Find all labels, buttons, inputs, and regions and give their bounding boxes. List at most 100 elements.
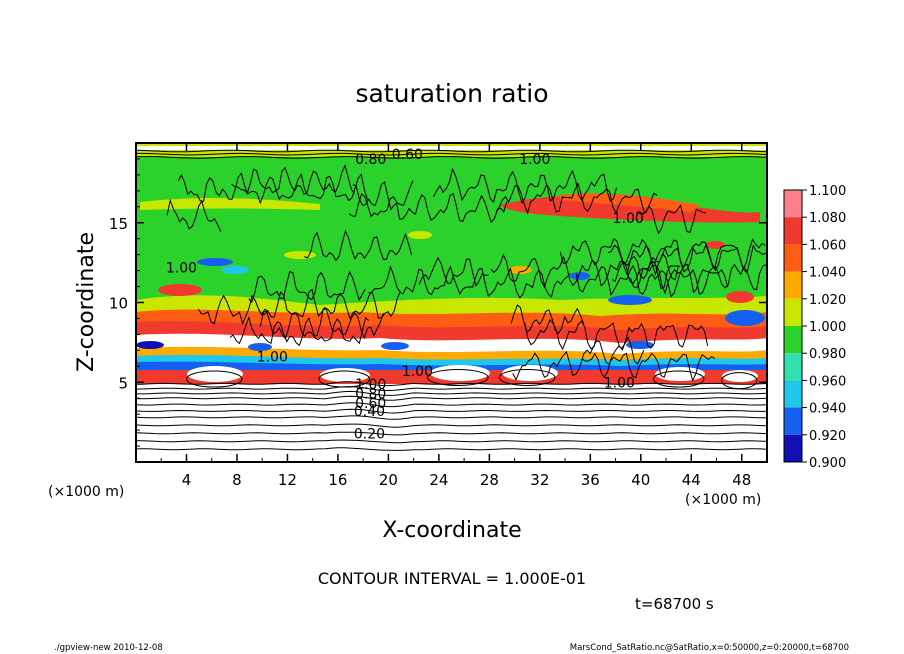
- colorbar-label: 0.920: [809, 429, 846, 444]
- x-tick-label: 48: [732, 471, 751, 489]
- contour-label: 0.80: [355, 386, 386, 402]
- contour-line: [580, 336, 645, 366]
- contour-label: 0.60: [355, 396, 386, 412]
- x-tick-label: 12: [278, 471, 297, 489]
- colorbar-swatch: [784, 217, 802, 245]
- x-unit-right: (×1000 m): [685, 492, 761, 508]
- contour-line: [136, 415, 767, 420]
- cloud-contour: [498, 368, 556, 386]
- x-tick-label: 36: [581, 471, 600, 489]
- y-tick-label: 15: [109, 215, 128, 233]
- colorbar-label: 1.020: [809, 293, 846, 308]
- contour-line: [559, 238, 766, 271]
- contour-label: 1.00: [257, 350, 288, 366]
- contour-line: [197, 294, 269, 325]
- colorbar-label: 1.100: [809, 184, 846, 199]
- contour-line: [136, 381, 767, 387]
- contour-lines: [136, 149, 767, 451]
- x-axis-label: X-coordinate: [382, 518, 521, 543]
- cloud-contour: [652, 370, 705, 388]
- colorbar: 1.100 1.080 1.060 1.040 1.020 1.000 0.980 0.960…: [783, 184, 846, 471]
- contour-label: 1.00: [519, 152, 550, 168]
- saturation-field: [136, 143, 767, 462]
- colorbar-swatch: [784, 190, 802, 218]
- contour-line: [510, 304, 585, 335]
- contour-line: [136, 408, 767, 414]
- contour-label: 1.00: [402, 364, 433, 380]
- contour-line: [418, 256, 489, 288]
- contour-line: [512, 350, 715, 382]
- contour-line: [136, 149, 767, 153]
- colorbar-label: 1.080: [809, 211, 846, 226]
- contour-line: [136, 423, 767, 428]
- contour-line: [136, 431, 767, 436]
- colorbar-label: 1.000: [809, 320, 846, 335]
- colorbar-swatch: [784, 271, 802, 299]
- y-axis-label: Z-coordinate: [74, 232, 99, 372]
- contour-line: [136, 390, 767, 396]
- x-tick-label: 32: [530, 471, 549, 489]
- colorbar-label: 0.900: [809, 456, 846, 471]
- y-axis: 5 10 15: [109, 158, 767, 447]
- contour-line: [136, 447, 767, 451]
- contour-line: [259, 308, 384, 340]
- contour-line: [248, 270, 366, 304]
- x-tick-label: 40: [631, 471, 650, 489]
- contour-line: [136, 386, 767, 392]
- contour-line: [166, 198, 222, 232]
- contour-line: [136, 402, 767, 408]
- colorbar-swatch: [784, 434, 802, 462]
- y-tick-label: 5: [118, 374, 128, 392]
- x-tick-label: 16: [328, 471, 347, 489]
- contour-line: [348, 192, 508, 223]
- contour-label: 1.00: [604, 375, 635, 391]
- footer-right: MarsCond_SatRatio.nc@SatRatio,x=0:50000,…: [570, 643, 849, 653]
- contour-line: [304, 229, 413, 262]
- x-tick-label: 4: [182, 471, 192, 489]
- contour-interval-text: CONTOUR INTERVAL = 1.000E-01: [318, 569, 586, 588]
- contour-line: [136, 439, 767, 444]
- contour-label: 1.00: [166, 260, 197, 276]
- time-text: t=68700 s: [635, 595, 714, 613]
- colorbar-swatch: [784, 244, 802, 272]
- footer-left: ./gpview-new 2010-12-08: [54, 643, 163, 653]
- contour-line: [575, 264, 729, 298]
- contour-label: 0.60: [392, 147, 423, 163]
- contour-label: 0.20: [354, 426, 385, 442]
- colorbar-label: 0.940: [809, 402, 846, 417]
- x-tick-label: 24: [429, 471, 448, 489]
- contour-line: [136, 156, 767, 159]
- x-axis: 4 8 12 16 20 24 28 32 36 40 44 48: [160, 143, 751, 489]
- x-tick-label: 44: [682, 471, 701, 489]
- contour-line: [524, 318, 709, 351]
- colorbar-swatch: [784, 353, 802, 381]
- colorbar-swatch: [784, 380, 802, 408]
- contour-line: [177, 172, 369, 205]
- colorbar-label: 1.040: [809, 266, 846, 281]
- contour-line: [136, 395, 767, 401]
- cloud-contour: [318, 370, 370, 388]
- colorbar-label: 0.960: [809, 374, 846, 389]
- contour-label: 1.00: [355, 377, 386, 393]
- x-tick-label: 20: [379, 471, 398, 489]
- contour-line: [258, 288, 401, 321]
- contour-line: [607, 243, 767, 277]
- y-tick-label: 10: [109, 295, 128, 313]
- colorbar-swatch: [784, 326, 802, 354]
- x-unit-left: (×1000 m): [48, 484, 124, 500]
- contour-labels: 0.200.400.600.801.001.001.001.001.001.00…: [166, 147, 644, 442]
- plot-area: 0.200.400.600.801.001.001.001.001.001.00…: [135, 142, 768, 463]
- contour-label: 0.80: [355, 152, 386, 168]
- cloud-contour: [721, 372, 758, 390]
- colorbar-label: 0.980: [809, 347, 846, 362]
- chart-title: saturation ratio: [355, 79, 548, 108]
- contour-label: 0.40: [354, 404, 385, 420]
- cloud-contour: [427, 368, 489, 386]
- x-tick-label: 28: [480, 471, 499, 489]
- colorbar-swatch: [784, 407, 802, 435]
- contour-line: [136, 152, 767, 156]
- colorbar-label: 1.060: [809, 238, 846, 253]
- x-tick-label: 8: [232, 471, 242, 489]
- contour-label: 1.00: [613, 211, 644, 227]
